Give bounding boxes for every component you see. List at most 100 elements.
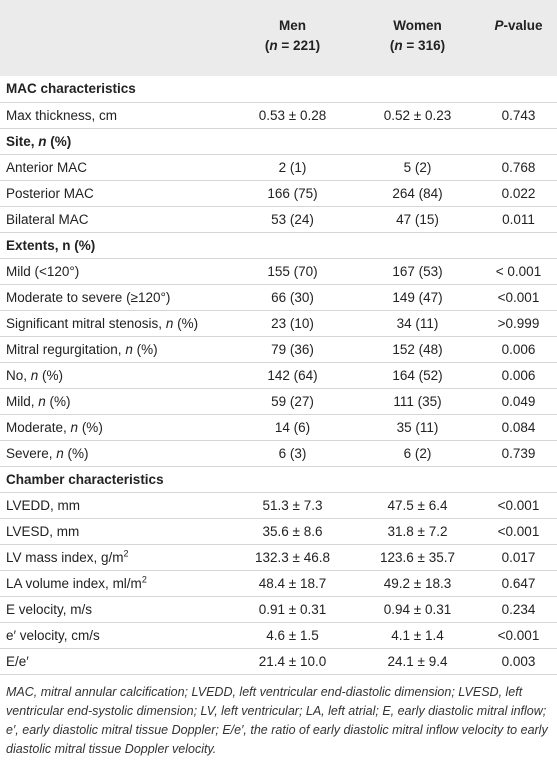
text-segment: Moderate, [6,419,71,435]
data-row: Anterior MAC 2 (1) 5 (2) 0.768 [0,154,557,180]
text: 0.022 [501,185,536,201]
text-segment: Site, [6,133,39,149]
text-segment: ( [389,38,395,53]
row-label: Severe, n (%) [0,440,230,466]
text: 48.4 ± 18.7 [258,575,327,591]
text: Bilateral MAC [6,211,89,227]
data-row: Bilateral MAC 53 (24) 47 (15) 0.011 [0,206,557,232]
text-segment: -value [503,18,543,33]
text-segment: No, [6,367,31,383]
cell-p: 0.022 [480,180,557,206]
cell-women: 34 (11) [355,310,480,336]
text-segment: n [269,38,278,53]
row-label: No, n (%) [0,362,230,388]
text: 5 (2) [403,159,432,175]
data-row: Mitral regurgitation, n (%) 79 (36) 152 (4… [0,336,557,362]
cell-p: 0.017 [480,544,557,570]
text: 35.6 ± 8.6 [262,523,323,539]
cell-women: 164 (52) [355,362,480,388]
cell-men: 48.4 ± 18.7 [230,570,355,596]
row-label: Mitral regurgitation, n (%) [0,336,230,362]
text: 0.006 [501,341,536,357]
text: Posterior MAC [6,185,94,201]
text-segment: (%) [45,393,71,409]
text-segment: n [38,393,46,409]
text: 0.011 [502,211,535,227]
text-segment: n [70,419,79,435]
row-label: Bilateral MAC [0,206,230,232]
text-segment: Mild, [6,393,39,409]
header-line: Men [236,16,349,36]
cell-men: 51.3 ± 7.3 [230,492,355,518]
row-label: E/e′ [0,648,230,674]
row-label: Moderate to severe (≥120°) [0,284,230,310]
text: 0.049 [501,393,536,409]
cell-women: 35 (11) [355,414,480,440]
text: 34 (11) [396,315,439,331]
text: 0.52 ± 0.23 [383,107,452,123]
cell-p: <0.001 [480,622,557,648]
text: 111 (35) [393,393,442,409]
text: 0.017 [501,549,536,565]
text: Extents, n (%) [6,237,96,253]
text-segment: (%) [38,367,64,383]
data-row: Max thickness, cm 0.53 ± 0.28 0.52 ± 0.23 0… [0,102,557,128]
text: 149 (47) [392,289,443,305]
data-row: Mild (<120°) 155 (70) 167 (53) < 0.001 [0,258,557,284]
section-row: MAC characteristics [0,76,557,102]
text: 23 (10) [271,315,314,331]
cell-p: 0.647 [480,570,557,596]
text: 0.53 ± 0.28 [258,107,327,123]
text-segment: 2 [123,548,129,558]
cell-women: 111 (35) [355,388,480,414]
cell-men: 142 (64) [230,362,355,388]
text: 155 (70) [267,263,318,279]
row-label: LV mass index, g/m2 [0,544,230,570]
row-label: E velocity, m/s [0,596,230,622]
cell-women: 31.8 ± 7.2 [355,518,480,544]
text: <0.001 [497,523,540,539]
text: 142 (64) [267,367,318,383]
cell-p: 0.768 [480,154,557,180]
text: 49.2 ± 18.3 [383,575,452,591]
cell-men: 155 (70) [230,258,355,284]
text-segment: Significant mitral stenosis, [6,315,166,331]
cell-p: 0.743 [480,102,557,128]
text: 164 (52) [392,367,443,383]
text: Moderate to severe (≥120°) [6,289,171,305]
text: 51.3 ± 7.3 [262,497,323,513]
header-cell: Women (n = 316) [355,0,480,76]
cell-women: 24.1 ± 9.4 [355,648,480,674]
text: 264 (84) [392,185,443,201]
text: 0.94 ± 0.31 [383,601,452,617]
cell-women: 0.52 ± 0.23 [355,102,480,128]
cell-men: 59 (27) [230,388,355,414]
text: LVEDD, mm [6,497,81,513]
cell-men: 6 (3) [230,440,355,466]
cell-men: 132.3 ± 46.8 [230,544,355,570]
text: 0.084 [501,419,536,435]
cell-men: 35.6 ± 8.6 [230,518,355,544]
text: >0.999 [497,315,540,331]
text: 132.3 ± 46.8 [255,549,330,565]
text: MAC characteristics [6,81,136,97]
text: 24.1 ± 9.4 [387,653,448,669]
text: 123.6 ± 35.7 [380,549,455,565]
text: 0.003 [501,653,536,669]
cell-women: 47.5 ± 6.4 [355,492,480,518]
header-line: Women [361,16,474,36]
text: e′ velocity, cm/s [6,627,100,643]
cell-men: 23 (10) [230,310,355,336]
cell-men: 66 (30) [230,284,355,310]
header-cell: Men (n = 221) [230,0,355,76]
data-row: Significant mitral stenosis, n (%) 23 (10… [0,310,557,336]
text: 0.647 [501,575,536,591]
text-segment: Mitral regurgitation, [6,341,126,357]
text: 4.1 ± 1.4 [391,627,444,643]
cell-women: 5 (2) [355,154,480,180]
cell-p: <0.001 [480,492,557,518]
section-row: Chamber characteristics [0,466,557,492]
text-segment: Severe, [6,445,57,461]
cell-men: 14 (6) [230,414,355,440]
cell-p: 0.234 [480,596,557,622]
